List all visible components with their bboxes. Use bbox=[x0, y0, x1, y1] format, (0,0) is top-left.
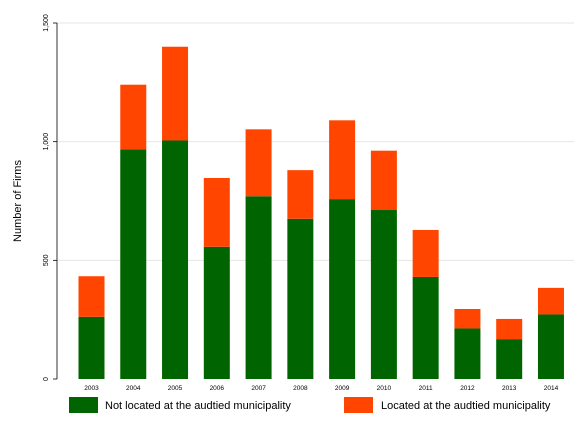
bar-2005-series-1 bbox=[162, 140, 189, 379]
bars bbox=[78, 46, 564, 379]
bar-2006-series-1 bbox=[203, 246, 230, 379]
bar-2014-series-1 bbox=[537, 314, 564, 379]
axes: 0 500 1,000 1,500 2003 2004 2005 2006 2007 2008 20… bbox=[43, 14, 559, 392]
bar-2011-series-1 bbox=[412, 276, 439, 379]
x-tick-label-2012: 2012 bbox=[460, 385, 475, 392]
bar-2010-series-1 bbox=[370, 210, 397, 379]
bar-2013-series-1 bbox=[496, 339, 523, 379]
bar-2005-series-2 bbox=[162, 46, 189, 141]
x-tick-label-2013: 2013 bbox=[502, 385, 517, 392]
bar-2012-series-1 bbox=[454, 328, 481, 379]
bar-2004-series-2 bbox=[120, 84, 147, 150]
y-tick-label: 1,000 bbox=[43, 133, 50, 151]
legend: Not located at the audtied municipality L… bbox=[69, 397, 551, 413]
bar-2009-series-2 bbox=[329, 120, 356, 200]
y-axis-title: Number of Firms bbox=[12, 160, 24, 242]
bar-2009-series-1 bbox=[329, 199, 356, 379]
bar-2012-series-2 bbox=[454, 308, 481, 329]
x-tick-label-2005: 2005 bbox=[168, 385, 183, 392]
y-tick-label: 1,500 bbox=[43, 14, 50, 32]
legend-label-2: Located at the audtied municipality bbox=[381, 400, 551, 412]
x-tick-label-2011: 2011 bbox=[419, 385, 433, 392]
x-tick-label-2009: 2009 bbox=[335, 385, 350, 392]
legend-label-1: Not located at the audtied municipality bbox=[105, 400, 291, 412]
bar-2008-series-1 bbox=[287, 218, 314, 379]
legend-swatch-1 bbox=[69, 397, 98, 413]
bar-2011-series-2 bbox=[412, 229, 439, 277]
bar-2014-series-2 bbox=[537, 287, 564, 315]
bar-2004-series-1 bbox=[120, 149, 147, 379]
bar-2008-series-2 bbox=[287, 170, 314, 219]
bar-2010-series-2 bbox=[370, 150, 397, 211]
bar-2003-series-2 bbox=[78, 276, 105, 317]
bar-2007-series-2 bbox=[245, 129, 272, 197]
bar-2007-series-1 bbox=[245, 196, 272, 379]
x-tick-label-2008: 2008 bbox=[293, 385, 308, 392]
bar-2006-series-2 bbox=[203, 177, 230, 247]
x-tick-label-2003: 2003 bbox=[84, 385, 99, 392]
x-tick-label-2006: 2006 bbox=[210, 385, 225, 392]
x-tick-label-2010: 2010 bbox=[377, 385, 392, 392]
x-tick-label-2004: 2004 bbox=[126, 385, 141, 392]
bar-2003-series-1 bbox=[78, 316, 105, 379]
legend-swatch-2 bbox=[344, 397, 373, 413]
y-tick-label: 500 bbox=[43, 254, 50, 266]
x-tick-label-2007: 2007 bbox=[251, 385, 266, 392]
y-tick-label: 0 bbox=[43, 377, 50, 381]
bar-2013-series-2 bbox=[496, 318, 523, 340]
x-tick-label-2014: 2014 bbox=[544, 385, 559, 392]
